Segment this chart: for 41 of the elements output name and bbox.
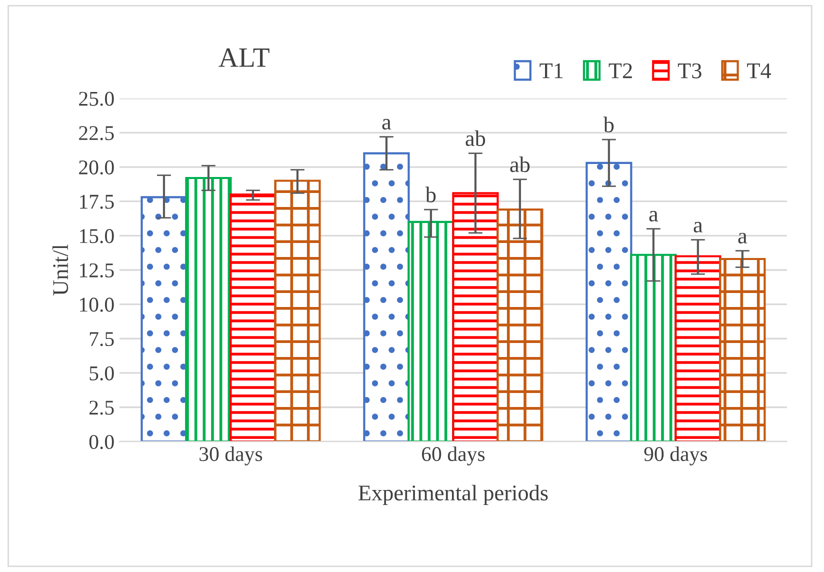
bar [140,196,188,442]
bar [363,152,410,442]
bar [674,255,722,442]
bar [452,192,499,442]
y-tick-label: 17.5 [80,194,114,209]
data-label: a [382,118,392,130]
legend-label: T4 [747,63,772,78]
y-tick-label: 7.5 [90,332,114,346]
y-tick-label: 2.5 [89,400,114,415]
data-label: a [738,232,748,244]
legend-label: T2 [608,63,632,78]
bar [230,193,276,442]
bar [496,208,544,442]
y-tick-label: 15.0 [80,229,114,244]
y-tick-label: 10.0 [80,298,114,312]
y-tick-label: 25.0 [79,92,114,106]
x-tick-label: 60 days [422,446,485,466]
data-label: b [603,116,614,132]
x-tick-label: 30 days [200,446,262,466]
data-label: b [425,186,436,202]
bar [185,176,232,442]
y-tick-label: 5.0 [90,366,114,380]
chart-title: ALT [218,48,270,67]
x-tick-label: 90 days [644,446,708,466]
bar [408,220,454,442]
bar [586,162,632,442]
data-label: a [649,210,658,222]
bar [630,254,677,442]
y-tick-label: 0.0 [89,434,114,450]
y-tick-label: 22.5 [79,126,114,140]
bar [719,258,766,442]
legend-label: T3 [678,63,702,78]
data-label: ab [466,130,486,146]
legend-label: T1 [540,63,563,78]
y-axis-title: Unit/l [52,244,68,296]
y-tick-label: 12.5 [80,263,114,278]
data-label: a [694,222,703,233]
data-label: ab [510,156,530,172]
bar [274,180,321,442]
y-tick-label: 20.0 [79,160,114,175]
x-axis-title: Experimental periods [358,484,548,505]
